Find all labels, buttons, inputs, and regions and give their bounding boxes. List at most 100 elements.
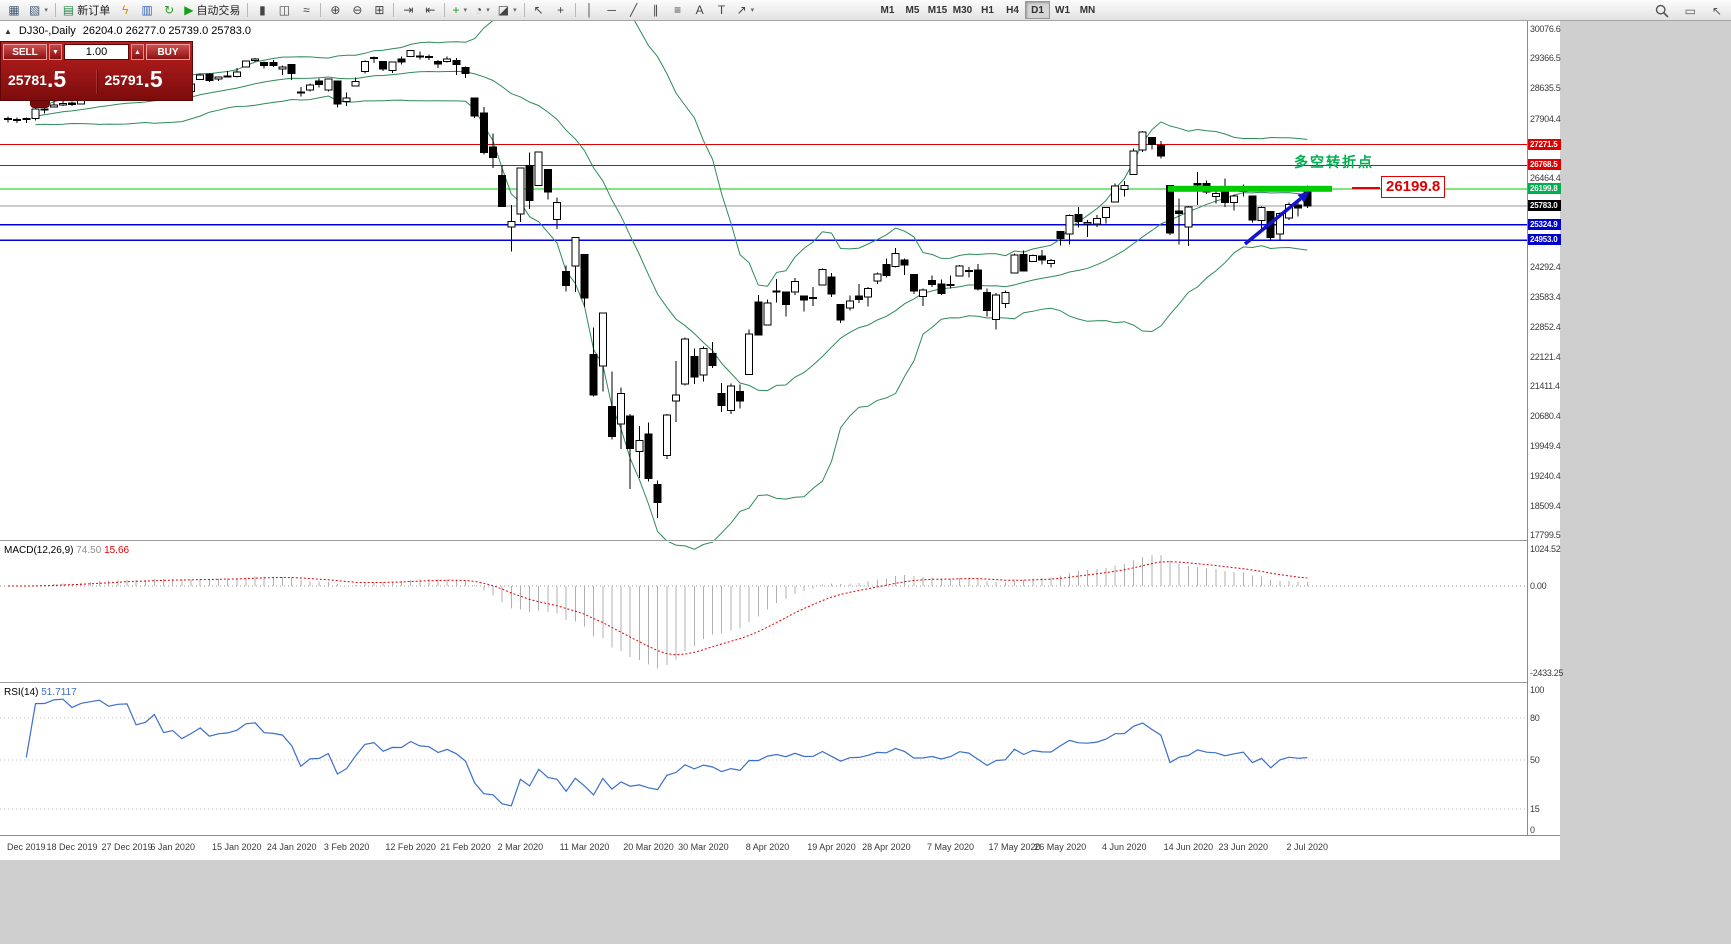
fibonacci-icon: ≡ bbox=[674, 3, 682, 17]
scripts-icon[interactable]: ϟ bbox=[114, 2, 136, 19]
rsi-pane-separator[interactable] bbox=[0, 682, 1560, 684]
horizontal-line-icon[interactable]: ─ bbox=[601, 2, 623, 19]
volume-field[interactable]: 1.00 bbox=[64, 44, 129, 60]
trade-panel-prices: 25781.5 25791.5 bbox=[1, 62, 192, 100]
annotation-price-label: 26199.8 bbox=[1381, 176, 1446, 198]
toolbar-separator bbox=[574, 3, 576, 17]
cursor-icon[interactable]: ↖ bbox=[528, 2, 550, 19]
channel-icon: ∥ bbox=[652, 3, 659, 17]
chart-window: ▲ DJ30-,Daily 26204.0 26277.0 25739.0 25… bbox=[0, 21, 1563, 860]
workspace-background-bottom bbox=[0, 861, 1561, 944]
main-toolbar: ▦ ▧ ▾ ▤ 新订单 ϟ ▥ ↻ ▶ 自动交易 ▮ ◫ ≈ ⊕ ⊖ ⊞ ⇥ ⇤ + ▾ ◔ ▾ ◪ ▾ ↖ + │ ─ ╱ ∥ ≡ A T ↗ ▾… bbox=[0, 0, 1731, 21]
timeframe-m1[interactable]: M1 bbox=[880, 4, 895, 16]
cursor-pointer-icon[interactable]: ↖ bbox=[1708, 2, 1726, 19]
timeframe-mn[interactable]: MN bbox=[1079, 4, 1096, 16]
line-chart-icon[interactable]: ≈ bbox=[295, 2, 317, 19]
timeframe-m5[interactable]: M5 bbox=[905, 4, 920, 16]
profiles-icon[interactable]: ▧ ▾ bbox=[25, 2, 52, 19]
volume-increase-button[interactable]: ▲ bbox=[131, 44, 144, 60]
timeframe-h1[interactable]: H1 bbox=[981, 4, 994, 16]
market-watch-icon[interactable]: ▥ bbox=[136, 2, 158, 19]
autotrade-icon: ▶ bbox=[184, 3, 194, 17]
date-tick-label: 3 Feb 2020 bbox=[323, 842, 370, 852]
axis-tick-label: 27904.4 bbox=[1530, 113, 1561, 124]
axis-tick-label: 22852.4 bbox=[1530, 321, 1561, 332]
date-tick-label: 27 Dec 2019 bbox=[101, 842, 153, 852]
arrows-icon[interactable]: ↗ ▾ bbox=[733, 2, 759, 19]
candlestick-chart-icon: ◫ bbox=[278, 3, 291, 17]
rsi-indicator-label: RSI(14) 51.7117 bbox=[4, 687, 77, 698]
axis-tick-label: 1024.52 bbox=[1530, 544, 1561, 555]
timeframe-h4[interactable]: H4 bbox=[1006, 4, 1019, 16]
price-tag: 27271.5 bbox=[1528, 138, 1561, 150]
templates-icon[interactable]: ◪ ▾ bbox=[494, 2, 521, 19]
chevron-down-icon: ▾ bbox=[750, 7, 755, 14]
chart-shift-icon[interactable]: ⇤ bbox=[419, 2, 441, 19]
one-click-trading-panel: SELL ▼ 1.00 ▲ BUY 25781.5 25791.5 bbox=[0, 41, 193, 101]
date-tick-label: 15 Jan 2020 bbox=[212, 842, 262, 852]
ohlc-values: 26204.0 26277.0 25739.0 25783.0 bbox=[82, 25, 251, 37]
chart-annotation-text: 多空转折点 bbox=[1294, 154, 1374, 170]
search-icon[interactable] bbox=[1651, 2, 1673, 19]
trade-panel-collapse-tab[interactable] bbox=[30, 101, 50, 108]
periods-icon: ◔ bbox=[474, 3, 483, 17]
zoom-in-icon[interactable]: ⊕ bbox=[324, 2, 346, 19]
bid-price[interactable]: 25781.5 bbox=[1, 67, 97, 94]
date-tick-label: 26 May 2020 bbox=[1034, 842, 1087, 852]
line-chart-icon: ≈ bbox=[303, 3, 310, 17]
new-chart-icon[interactable]: ▦ bbox=[3, 2, 25, 19]
workspace-background bbox=[1561, 21, 1731, 944]
indicators-icon[interactable]: + ▾ bbox=[448, 2, 471, 19]
axis-tick-label: 18509.4 bbox=[1530, 500, 1561, 511]
bar-chart-icon[interactable]: ▮ bbox=[251, 2, 273, 19]
refresh-icon[interactable]: ↻ bbox=[158, 2, 180, 19]
zoom-in-icon: ⊕ bbox=[330, 3, 341, 17]
one-click-collapse-icon[interactable]: ▲ bbox=[4, 26, 12, 36]
macd-indicator-label: MACD(12,26,9) 74.50 15.66 bbox=[4, 545, 130, 556]
toolbar-items: ▦ ▧ ▾ ▤ 新订单 ϟ ▥ ↻ ▶ 自动交易 ▮ ◫ ≈ ⊕ ⊖ ⊞ ⇥ ⇤ + ▾ ◔ ▾ ◪ ▾ ↖ + │ ─ ╱ ∥ ≡ A T ↗ ▾ bbox=[3, 0, 758, 21]
axis-tick-label: 26464.4 bbox=[1530, 172, 1561, 183]
text-icon[interactable]: A bbox=[689, 2, 711, 19]
new-order-button[interactable]: ▤ 新订单 bbox=[59, 2, 114, 19]
chart-canvas[interactable] bbox=[0, 21, 1527, 835]
axis-tick-label: 15 bbox=[1530, 804, 1540, 814]
cursor-icon: ↖ bbox=[533, 3, 544, 17]
price-axis[interactable]: 30076.6 29366.5 28635.5 27904.4 26464.4 24292… bbox=[1527, 21, 1563, 835]
vertical-line-icon[interactable]: │ bbox=[579, 2, 601, 19]
timeframe-d1[interactable]: D1 bbox=[1025, 1, 1050, 19]
macd-pane-separator[interactable] bbox=[0, 540, 1560, 542]
ask-price[interactable]: 25791.5 bbox=[96, 67, 193, 94]
data-window-icon[interactable]: ▭ bbox=[1681, 2, 1700, 19]
volume-decrease-button[interactable]: ▼ bbox=[49, 44, 62, 60]
cursor-pointer-icon: ↖ bbox=[1711, 3, 1722, 18]
text-label-icon[interactable]: T bbox=[711, 2, 733, 19]
axis-tick-label: 50 bbox=[1530, 755, 1540, 765]
time-axis[interactable]: Dec 2019 18 Dec 2019 27 Dec 2019 6 Jan 2020… bbox=[0, 835, 1560, 860]
auto-scroll-icon[interactable]: ⇥ bbox=[397, 2, 419, 19]
timeframe-m30[interactable]: M30 bbox=[952, 4, 973, 16]
toolbar-separator bbox=[393, 3, 395, 17]
timeframe-w1[interactable]: W1 bbox=[1055, 4, 1070, 16]
buy-button[interactable]: BUY bbox=[146, 44, 190, 60]
trendline-icon[interactable]: ╱ bbox=[623, 2, 645, 19]
fibonacci-icon[interactable]: ≡ bbox=[667, 2, 689, 19]
timeframe-m15[interactable]: M15 bbox=[927, 4, 948, 16]
price-tag: 24953.0 bbox=[1528, 234, 1561, 246]
tile-windows-icon[interactable]: ⊞ bbox=[368, 2, 390, 19]
sell-button[interactable]: SELL bbox=[3, 44, 47, 60]
zoom-out-icon[interactable]: ⊖ bbox=[346, 2, 368, 19]
periods-icon[interactable]: ◔ ▾ bbox=[471, 2, 494, 19]
axis-tick-label: 0.00 bbox=[1530, 581, 1547, 591]
channel-icon[interactable]: ∥ bbox=[645, 2, 667, 19]
candlestick-chart-icon[interactable]: ◫ bbox=[273, 2, 295, 19]
vertical-line-icon: │ bbox=[585, 3, 594, 17]
date-tick-label: 2 Jul 2020 bbox=[1286, 842, 1329, 852]
new-order-icon: ▤ bbox=[62, 3, 75, 17]
date-tick-label: 24 Jan 2020 bbox=[266, 842, 317, 852]
scripts-icon: ϟ bbox=[122, 3, 129, 17]
timeframe-toolbar: M1 M5 M15 M30 H1 H4 D1 W1 MN bbox=[875, 1, 1100, 19]
crosshair-icon[interactable]: + bbox=[550, 2, 572, 19]
tile-windows-icon: ⊞ bbox=[374, 3, 385, 17]
autotrade-button[interactable]: ▶ 自动交易 bbox=[180, 2, 244, 19]
